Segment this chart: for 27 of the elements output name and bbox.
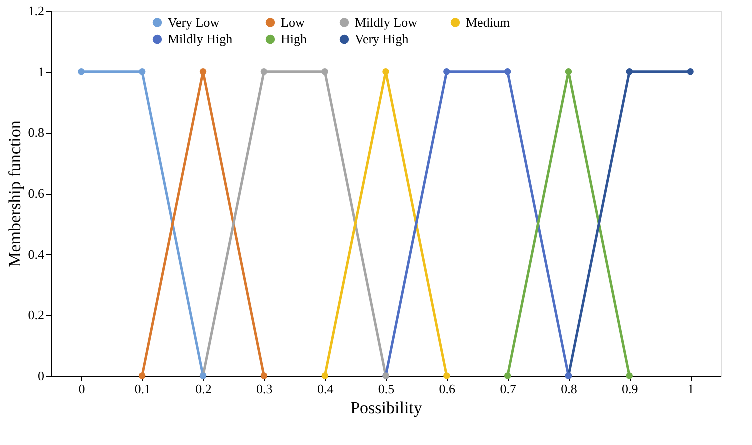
- x-tick-label: 0.8: [561, 382, 578, 396]
- x-tick-label: 0.3: [256, 382, 273, 396]
- x-tick-label: 0.9: [622, 382, 638, 396]
- legend-label: Low: [281, 14, 306, 30]
- x-tick-label: 0.7: [500, 382, 517, 396]
- legend-label: High: [281, 32, 308, 46]
- legend-label: Mildly Low: [355, 14, 418, 30]
- x-tick-label: 0.2: [196, 382, 212, 396]
- legend-label: Mildly High: [168, 32, 234, 46]
- legend-label: Medium: [466, 14, 510, 30]
- legend-label: Very Low: [168, 14, 220, 30]
- y-tick-label: 1: [38, 64, 44, 80]
- x-tick-label: 1: [688, 382, 694, 396]
- x-axis-title: Possibility: [350, 398, 423, 418]
- legend-label: Very High: [355, 32, 410, 46]
- y-tick-label: 0.2: [28, 308, 44, 323]
- x-tick-label: 0.1: [134, 382, 151, 396]
- y-tick-label: 1.2: [28, 4, 44, 18]
- y-tick-label: 0: [38, 368, 44, 384]
- x-tick-label: 0.6: [439, 382, 456, 396]
- x-tick-label: 0.5: [378, 382, 395, 396]
- y-tick-label: 0.6: [28, 186, 45, 201]
- x-tick-label: 0.4: [317, 382, 334, 396]
- y-axis-title: Membership function: [5, 120, 24, 268]
- y-tick-label: 0.4: [28, 246, 45, 262]
- x-tick-label: 0: [78, 382, 86, 396]
- y-tick-label: 0.8: [28, 125, 44, 140]
